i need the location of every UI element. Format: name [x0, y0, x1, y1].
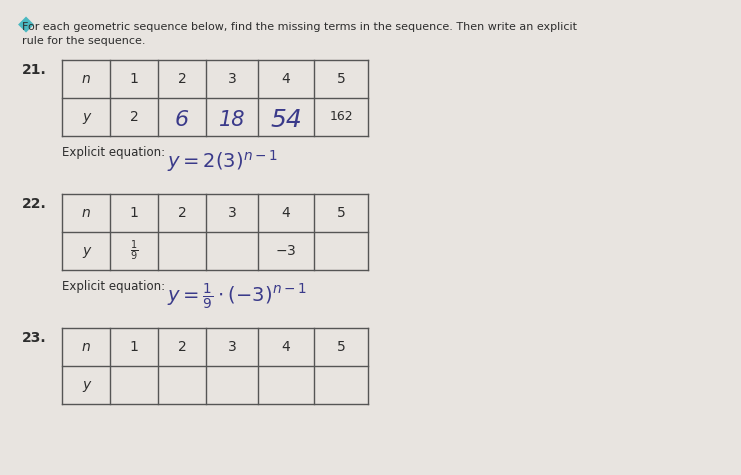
Text: y: y: [82, 244, 90, 258]
Text: 4: 4: [282, 206, 290, 220]
Text: 6: 6: [175, 110, 189, 130]
Text: ◆: ◆: [18, 14, 34, 34]
Text: 1: 1: [130, 72, 139, 86]
Text: 22.: 22.: [22, 197, 47, 211]
Text: 3: 3: [227, 72, 236, 86]
Text: Explicit equation:: Explicit equation:: [62, 146, 165, 159]
Text: n: n: [82, 206, 90, 220]
Text: 5: 5: [336, 340, 345, 354]
Text: y: y: [82, 110, 90, 124]
Text: 54: 54: [270, 108, 302, 132]
Text: 3: 3: [227, 206, 236, 220]
Text: 1: 1: [130, 340, 139, 354]
Text: y: y: [82, 378, 90, 392]
Text: 5: 5: [336, 72, 345, 86]
Text: $y=\frac{1}{9}\cdot(-3)^{n-1}$: $y=\frac{1}{9}\cdot(-3)^{n-1}$: [167, 282, 307, 312]
Text: $-3$: $-3$: [276, 244, 296, 258]
Text: Explicit equation:: Explicit equation:: [62, 280, 165, 293]
Text: 21.: 21.: [22, 63, 47, 77]
Text: 4: 4: [282, 340, 290, 354]
Text: 1: 1: [130, 206, 139, 220]
Text: n: n: [82, 340, 90, 354]
Text: 162: 162: [329, 111, 353, 124]
Text: 2: 2: [178, 340, 187, 354]
Text: 4: 4: [282, 72, 290, 86]
Text: n: n: [82, 72, 90, 86]
Text: 23.: 23.: [22, 331, 47, 345]
Text: 2: 2: [178, 72, 187, 86]
Text: 2: 2: [178, 206, 187, 220]
Text: $\frac{1}{9}$: $\frac{1}{9}$: [130, 239, 138, 263]
Text: For each geometric sequence below, find the missing terms in the sequence. Then : For each geometric sequence below, find …: [22, 22, 577, 32]
Text: $y=2(3)^{n-1}$: $y=2(3)^{n-1}$: [167, 148, 278, 174]
Text: 3: 3: [227, 340, 236, 354]
Text: rule for the sequence.: rule for the sequence.: [22, 36, 145, 46]
Text: 2: 2: [130, 110, 139, 124]
Text: 5: 5: [336, 206, 345, 220]
Text: 18: 18: [219, 110, 245, 130]
